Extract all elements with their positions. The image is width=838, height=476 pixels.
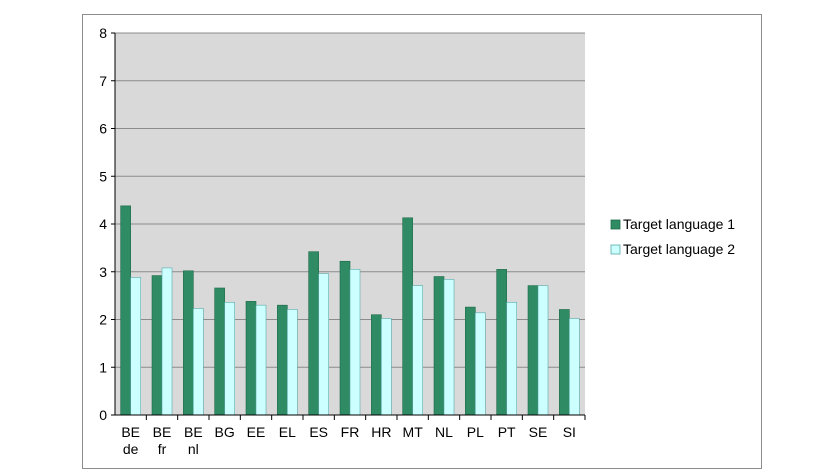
bar-target-language-1: [371, 314, 382, 416]
bar-target-language-1: [559, 309, 570, 416]
x-tick-label: BE: [153, 424, 172, 440]
bar-target-language-1: [308, 251, 319, 416]
x-tick-label: ES: [309, 424, 328, 440]
y-tick-label: 7: [99, 73, 107, 89]
x-tick-label: PT: [498, 424, 516, 440]
y-tick-label: 8: [99, 25, 107, 41]
bar-target-language-2: [569, 318, 580, 416]
bar-target-language-2: [193, 308, 204, 416]
x-tick-label: FR: [341, 424, 360, 440]
bar-target-language-2: [506, 302, 517, 416]
legend-label: Target language 1: [623, 216, 735, 232]
x-tick-label: BE: [121, 424, 140, 440]
bar-target-language-1: [183, 270, 194, 416]
bar-target-language-2: [255, 304, 267, 416]
bar-target-language-2: [287, 309, 298, 416]
x-tick-label: EL: [279, 424, 296, 440]
y-tick-label: 1: [99, 359, 107, 375]
x-tick-label: EE: [247, 424, 266, 440]
bar-target-language-2: [412, 285, 423, 416]
x-tick-label: SE: [529, 424, 548, 440]
y-tick-label: 4: [99, 216, 107, 232]
x-tick-label: BE: [184, 424, 203, 440]
bar-target-language-2: [475, 312, 486, 416]
x-tick-label: HR: [371, 424, 391, 440]
bar-target-language-1: [527, 285, 539, 416]
bar-target-language-2: [443, 279, 455, 416]
x-tick-label: BG: [215, 424, 235, 440]
x-tick-label: de: [123, 441, 139, 457]
y-tick-label: 6: [99, 121, 107, 137]
y-tick-label: 3: [99, 264, 107, 280]
legend-label: Target language 2: [623, 241, 735, 257]
bar-target-language-2: [318, 273, 329, 416]
bar-target-language-2: [349, 269, 361, 416]
x-tick-label: PL: [467, 424, 484, 440]
x-tick-label: fr: [158, 441, 167, 457]
bar-target-language-2: [537, 285, 549, 416]
x-tick-label: NL: [435, 424, 453, 440]
y-tick-label: 2: [99, 312, 107, 328]
bar-target-language-1: [245, 301, 257, 416]
x-tick-label: SI: [563, 424, 576, 440]
legend: Target language 1 Target language 2: [610, 216, 735, 257]
y-tick-label: 0: [99, 407, 107, 423]
bar-target-language-1: [402, 217, 413, 416]
x-tick-label: nl: [188, 441, 199, 457]
bar-target-language-2: [224, 302, 235, 416]
bar-target-language-1: [277, 304, 288, 416]
chart-frame: 0 1 2 3 4 5 6 7 8 BE de BE fr BE nl BG EE EL ES FR HR MT NL PL P…: [82, 14, 762, 469]
bar-target-language-1: [496, 269, 507, 416]
bar-target-language-1: [120, 205, 131, 416]
legend-swatch: [610, 219, 621, 230]
bar-target-language-1: [465, 306, 476, 416]
bar-target-language-2: [130, 277, 141, 416]
bar-target-language-1: [433, 276, 445, 416]
bar-target-language-2: [161, 267, 173, 416]
bar-target-language-1: [151, 275, 163, 416]
x-tick-label: MT: [403, 424, 424, 440]
bar-target-language-1: [214, 287, 225, 416]
legend-swatch: [610, 244, 621, 255]
y-tick-label: 5: [99, 168, 107, 184]
bar-target-language-2: [381, 318, 392, 416]
bar-target-language-1: [339, 260, 351, 416]
